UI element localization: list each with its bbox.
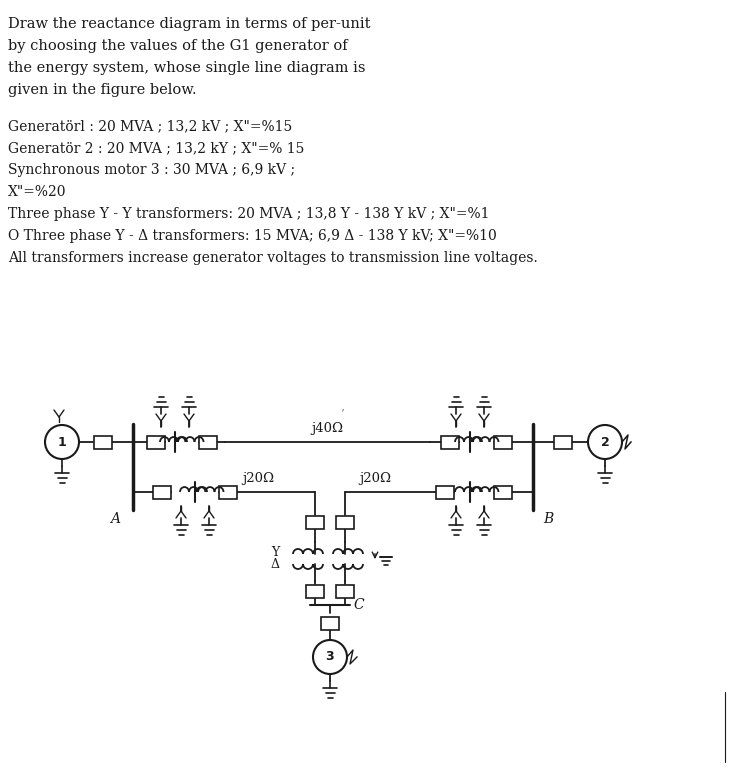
Bar — [306, 584, 324, 598]
Text: 3: 3 — [325, 651, 334, 663]
Bar — [554, 435, 572, 449]
Text: C: C — [353, 598, 364, 612]
Text: Synchronous motor 3 : 30 MVA ; 6,9 kV ;: Synchronous motor 3 : 30 MVA ; 6,9 kV ; — [8, 163, 295, 177]
Text: given in the figure below.: given in the figure below. — [8, 83, 196, 97]
Bar — [494, 435, 512, 449]
Text: Δ: Δ — [270, 558, 279, 571]
Bar — [153, 486, 171, 499]
Bar — [147, 435, 165, 449]
Text: Draw the reactance diagram in terms of per-unit: Draw the reactance diagram in terms of p… — [8, 17, 370, 31]
Text: Three phase Y - Y transformers: 20 MVA ; 13,8 Y - 138 Y kV ; X"=%1: Three phase Y - Y transformers: 20 MVA ;… — [8, 207, 490, 221]
Text: X"=%20: X"=%20 — [8, 185, 67, 199]
Bar — [219, 486, 237, 499]
Text: j20Ω: j20Ω — [242, 472, 274, 485]
Text: B: B — [543, 512, 553, 526]
Text: 1: 1 — [58, 435, 67, 449]
Text: j20Ω: j20Ω — [359, 472, 391, 485]
Circle shape — [45, 425, 79, 459]
Text: ’: ’ — [341, 407, 345, 420]
Circle shape — [313, 640, 347, 674]
Bar — [336, 516, 354, 529]
Text: Y: Y — [271, 547, 279, 560]
Text: j40Ω: j40Ω — [312, 422, 344, 435]
Text: the energy system, whose single line diagram is: the energy system, whose single line dia… — [8, 61, 366, 75]
Text: All transformers increase generator voltages to transmission line voltages.: All transformers increase generator volt… — [8, 251, 538, 265]
Circle shape — [588, 425, 622, 459]
Text: 2: 2 — [600, 435, 609, 449]
Text: A: A — [110, 512, 120, 526]
Text: Generatör 2 : 20 MVA ; 13,2 kY ; X"=% 15: Generatör 2 : 20 MVA ; 13,2 kY ; X"=% 15 — [8, 141, 304, 155]
Bar — [199, 435, 217, 449]
Bar — [94, 435, 112, 449]
Bar — [436, 486, 454, 499]
Bar — [336, 584, 354, 598]
Text: Generatörl : 20 MVA ; 13,2 kV ; X"=%15: Generatörl : 20 MVA ; 13,2 kV ; X"=%15 — [8, 119, 292, 133]
Bar — [306, 516, 324, 529]
Bar — [494, 486, 512, 499]
Bar — [441, 435, 459, 449]
Text: by choosing the values of the G1 generator of: by choosing the values of the G1 generat… — [8, 39, 347, 53]
Bar — [321, 617, 339, 629]
Text: O Three phase Y - Δ transformers: 15 MVA; 6,9 Δ - 138 Y kV; X"=%10: O Three phase Y - Δ transformers: 15 MVA… — [8, 229, 497, 243]
